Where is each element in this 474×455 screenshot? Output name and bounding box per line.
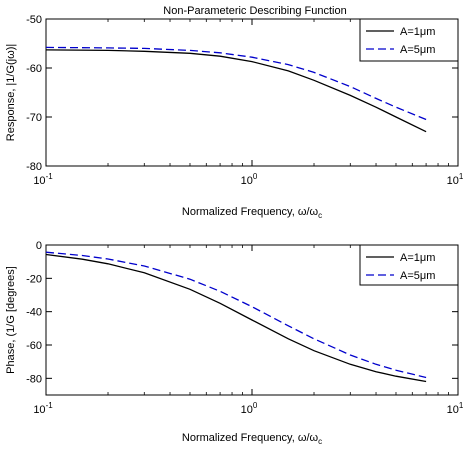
legend-box bbox=[359, 244, 459, 286]
x-tick-label: 101 bbox=[447, 172, 464, 187]
x-tick-exponent: 1 bbox=[459, 401, 464, 410]
legend-label: A=1μm bbox=[400, 26, 435, 38]
series-line-2 bbox=[45, 46, 427, 121]
y-tick-label: -70 bbox=[26, 112, 42, 124]
y-axis-title: Phase, (1/G [degrees] bbox=[5, 266, 17, 374]
x-axis-title-subscript: c bbox=[318, 437, 322, 446]
legend-box bbox=[359, 18, 459, 62]
x-tick-base: 10 bbox=[33, 404, 45, 416]
legend-label: A=5μm bbox=[400, 44, 435, 56]
x-tick-label: 101 bbox=[447, 401, 464, 416]
x-axis-title-main: Normalized Frequency, ω/ω bbox=[182, 432, 319, 444]
y-tick-label: -80 bbox=[26, 161, 42, 173]
y-axis-title: Response, |1/G(jω)| bbox=[5, 44, 17, 141]
legend-label: A=1μm bbox=[400, 252, 435, 264]
x-tick-base: 10 bbox=[241, 175, 253, 187]
x-tick-base: 10 bbox=[33, 175, 45, 187]
phase-chart: 10-1 100 101-80-60-40-200A=1μmA=5μmNormali… bbox=[5, 240, 464, 446]
x-tick-exponent: 0 bbox=[253, 172, 258, 181]
x-tick-exponent: 0 bbox=[253, 401, 258, 410]
x-tick-base: 10 bbox=[241, 404, 253, 416]
x-tick-exponent: -1 bbox=[46, 172, 54, 181]
legend-label: A=5μm bbox=[400, 270, 435, 282]
x-tick-base: 10 bbox=[447, 404, 459, 416]
x-axis-title-subscript: c bbox=[318, 211, 322, 220]
legend: A=1μm A=5μm bbox=[359, 18, 459, 62]
y-tick-label: -40 bbox=[26, 307, 42, 319]
x-tick-label: 100 bbox=[241, 401, 258, 416]
y-tick-label: -20 bbox=[26, 273, 42, 285]
legend: A=1μm A=5μm bbox=[359, 244, 459, 286]
x-axis-title: Normalized Frequency, ω/ωc bbox=[182, 206, 322, 220]
x-tick-exponent: -1 bbox=[46, 401, 54, 410]
series-line-1 bbox=[45, 49, 427, 133]
figure-title: Non-Parameteric Describing Function bbox=[163, 5, 346, 17]
x-axis-title: Normalized Frequency, ω/ωc bbox=[182, 432, 322, 446]
y-tick-label: -60 bbox=[26, 63, 42, 75]
response-chart: 10-1 100 101-80-70-60-50A=1μmA=5μmNormaliz… bbox=[5, 14, 464, 220]
x-axis-title-main: Normalized Frequency, ω/ω bbox=[182, 206, 319, 218]
y-tick-label: -60 bbox=[26, 340, 42, 352]
series-line-1 bbox=[45, 253, 427, 383]
x-tick-label: 10-1 bbox=[33, 401, 53, 416]
x-tick-exponent: 1 bbox=[459, 172, 464, 181]
x-tick-base: 10 bbox=[447, 175, 459, 187]
y-tick-label: -80 bbox=[26, 373, 42, 385]
y-tick-label: -50 bbox=[26, 14, 42, 26]
x-tick-label: 10-1 bbox=[33, 172, 53, 187]
y-tick-label: 0 bbox=[36, 240, 42, 252]
series-line-2 bbox=[45, 251, 427, 379]
x-tick-label: 100 bbox=[241, 172, 258, 187]
